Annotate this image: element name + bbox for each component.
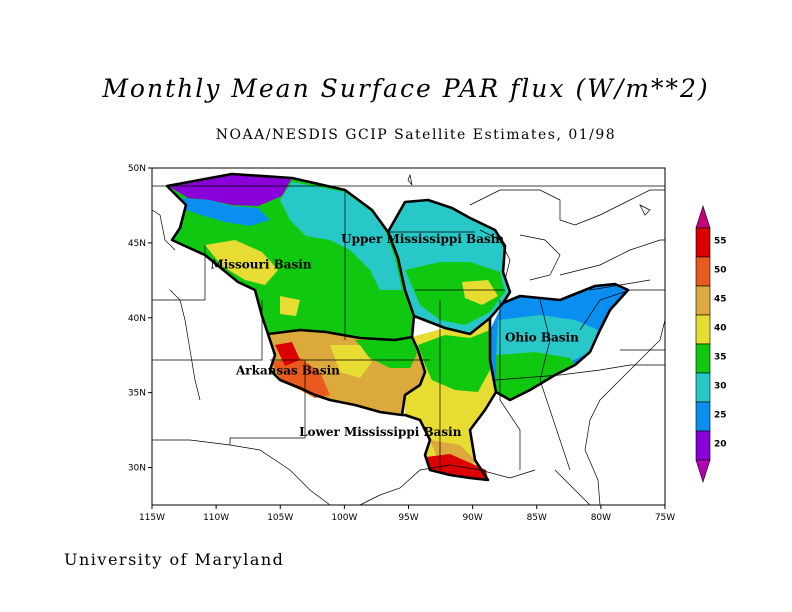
missouri-yellow2: [280, 296, 300, 316]
basin-label: Lower Mississippi Basin: [299, 425, 462, 439]
chart-subtitle: NOAA/NESDIS GCIP Satellite Estimates, 01…: [215, 127, 617, 143]
colorbar-segment: [695, 256, 711, 287]
arkansas-yellow: [330, 345, 372, 378]
credit-text: University of Maryland: [64, 550, 285, 569]
missouri-nw-blue: [182, 198, 270, 226]
lon-tick-label: 100W: [331, 513, 357, 523]
colorbar-label: 25: [714, 411, 727, 421]
colorbar-segment: [695, 285, 711, 316]
missouri-yellow: [205, 240, 278, 285]
colorbar-under-arrow: [695, 459, 711, 483]
missouri-cyan: [280, 182, 402, 290]
upper-miss-green: [405, 262, 505, 325]
basin-label: Missouri Basin: [210, 257, 311, 271]
arkansas-red: [272, 358, 330, 398]
upper-miss-yellow: [462, 280, 498, 305]
colorbar-segment: [695, 343, 711, 374]
colorbar-segment: [695, 314, 711, 345]
lon-tick-label: 95W: [398, 513, 418, 523]
colorbar-label: 20: [714, 440, 727, 450]
ohio-green: [496, 352, 575, 400]
colorbar-label: 35: [714, 353, 727, 363]
colorbar-label: 45: [714, 295, 727, 305]
lon-tick-label: 115W: [139, 513, 165, 523]
lon-tick-label: 105W: [267, 513, 293, 523]
lon-tick-label: 85W: [527, 513, 547, 523]
lon-tick-label: 90W: [462, 513, 482, 523]
lon-tick-label: 80W: [591, 513, 611, 523]
colorbar-label: 55: [714, 237, 727, 247]
flux-field: [167, 174, 628, 480]
basin-label: Ohio Basin: [505, 331, 579, 345]
colorbar: 20 25 30 35 40 45 50 55: [695, 205, 727, 483]
colorbar-segment: [695, 401, 711, 432]
lat-tick-labels: 30N 35N 40N 45N 50N: [128, 164, 152, 474]
colorbar-over-arrow: [695, 205, 711, 229]
colorbar-segment: [695, 430, 711, 461]
lat-tick-label: 35N: [128, 389, 146, 399]
basin-label: Arkansas Basin: [235, 364, 340, 378]
lat-tick-label: 45N: [128, 239, 146, 249]
basin-label: Upper Mississippi Basin: [341, 232, 504, 246]
basin-outlines: [165, 172, 630, 482]
lat-tick-label: 50N: [128, 164, 146, 174]
lon-tick-label: 110W: [203, 513, 229, 523]
lat-tick-label: 30N: [128, 464, 146, 474]
colorbar-label: 30: [714, 382, 727, 392]
colorbar-label: 40: [714, 324, 727, 334]
lat-tick-label: 40N: [128, 314, 146, 324]
missouri-nw-purple: [170, 175, 292, 206]
basin-labels: Missouri Basin Upper Mississippi Basin Ohi…: [210, 232, 579, 439]
lon-tick-label: 75W: [655, 513, 675, 523]
lon-tick-labels: 115W 110W 105W 100W 95W 90W 85W 80W 75W: [139, 505, 675, 523]
lower-miss-green: [418, 330, 490, 392]
colorbar-segment: [695, 372, 711, 403]
lower-miss-red: [426, 454, 488, 480]
colorbar-label: 50: [714, 266, 727, 276]
colorbar-segment: [695, 227, 711, 258]
chart-title: Monthly Mean Surface PAR flux (W/m**2): [102, 74, 710, 103]
